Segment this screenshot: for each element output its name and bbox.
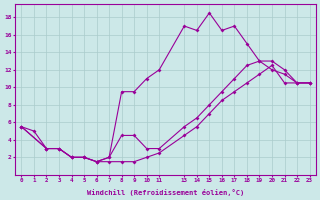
X-axis label: Windchill (Refroidissement éolien,°C): Windchill (Refroidissement éolien,°C) (87, 189, 244, 196)
